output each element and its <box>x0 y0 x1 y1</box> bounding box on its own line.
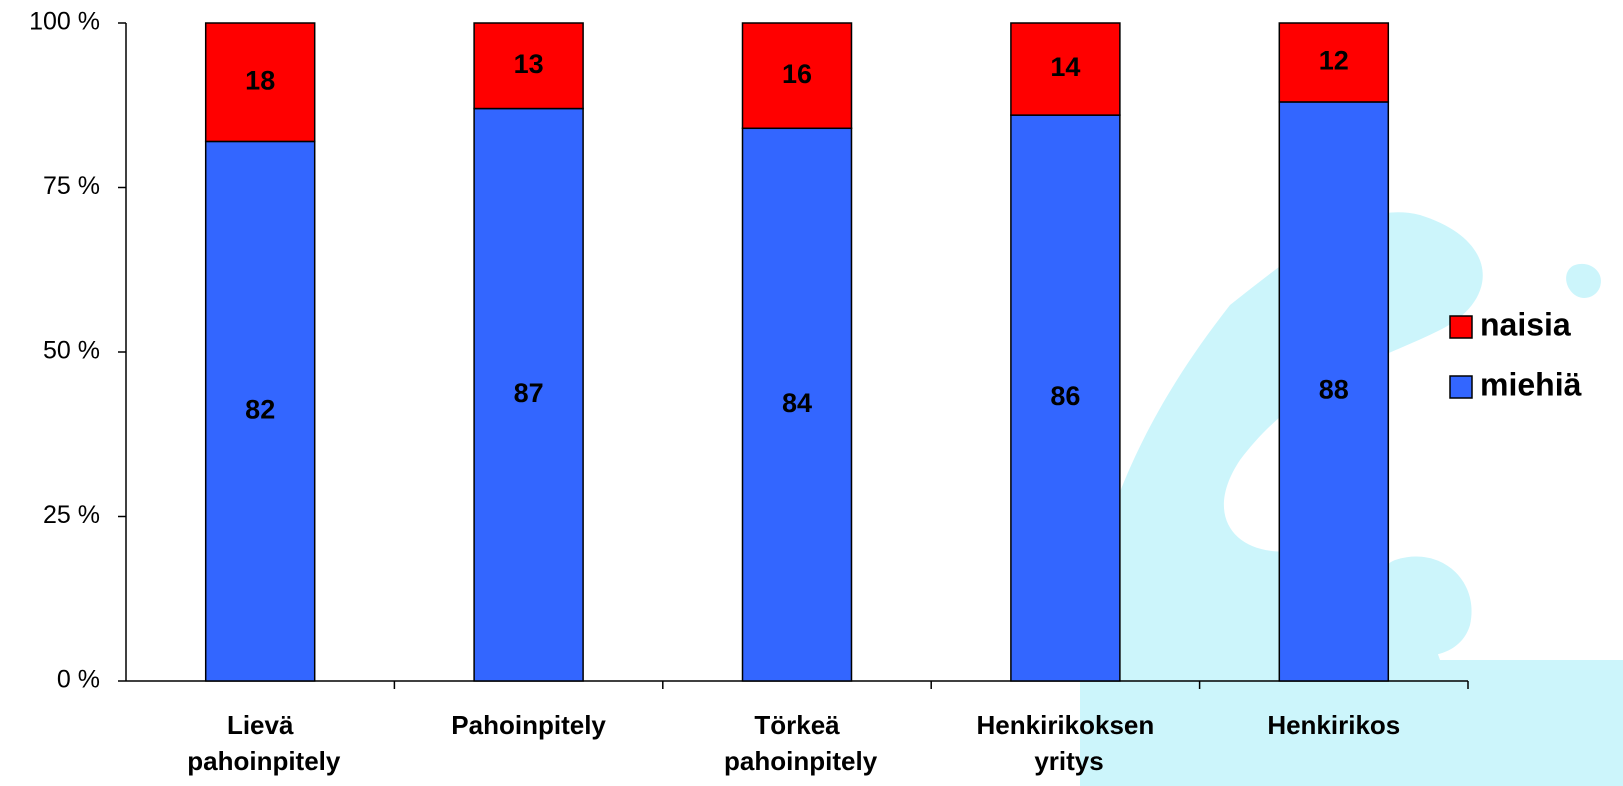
y-tick-label: 100 % <box>29 8 100 36</box>
legend-label: naisia <box>1480 306 1571 342</box>
value-label: 86 <box>1050 381 1080 411</box>
value-label: 84 <box>782 388 812 418</box>
decoration-shape <box>1375 556 1472 656</box>
x-tick-label: Lievä pahoinpitely <box>180 710 341 776</box>
background-decoration <box>1080 212 1623 786</box>
bar-segment <box>1278 22 1390 103</box>
y-tick-label: 75 % <box>43 172 100 200</box>
decoration-shape <box>1566 263 1601 298</box>
bar-segment <box>204 22 316 143</box>
bar-segment <box>741 127 853 682</box>
x-tick-label: Pahoinpitely <box>451 710 606 740</box>
legend-label: miehiä <box>1480 366 1582 402</box>
decoration-shape <box>1080 212 1623 786</box>
legend-swatch <box>1449 315 1473 339</box>
x-tick-label: Henkirikoksen yritys <box>977 710 1155 776</box>
value-label: 82 <box>245 394 275 424</box>
bar-segment <box>1010 22 1121 116</box>
value-label: 88 <box>1319 375 1349 405</box>
legend-swatch <box>1449 375 1473 399</box>
bar-segment <box>741 22 853 130</box>
bar-segment <box>1278 101 1390 682</box>
bar-segment <box>1010 114 1121 682</box>
value-label: 18 <box>245 65 275 95</box>
y-tick-label: 25 % <box>43 501 100 529</box>
bar-segment <box>204 140 316 682</box>
bar-segment <box>473 107 584 682</box>
value-label: 13 <box>514 49 544 79</box>
y-tick-label: 0 % <box>57 666 100 694</box>
x-tick-label: Törkeä pahoinpitely <box>717 710 878 776</box>
value-label: 87 <box>514 378 544 408</box>
x-tick-label: Henkirikos <box>1267 710 1400 740</box>
value-label: 16 <box>782 59 812 89</box>
value-label: 14 <box>1050 52 1080 82</box>
bar-segment <box>473 22 584 110</box>
value-label: 12 <box>1319 46 1349 76</box>
y-tick-label: 50 % <box>43 337 100 365</box>
